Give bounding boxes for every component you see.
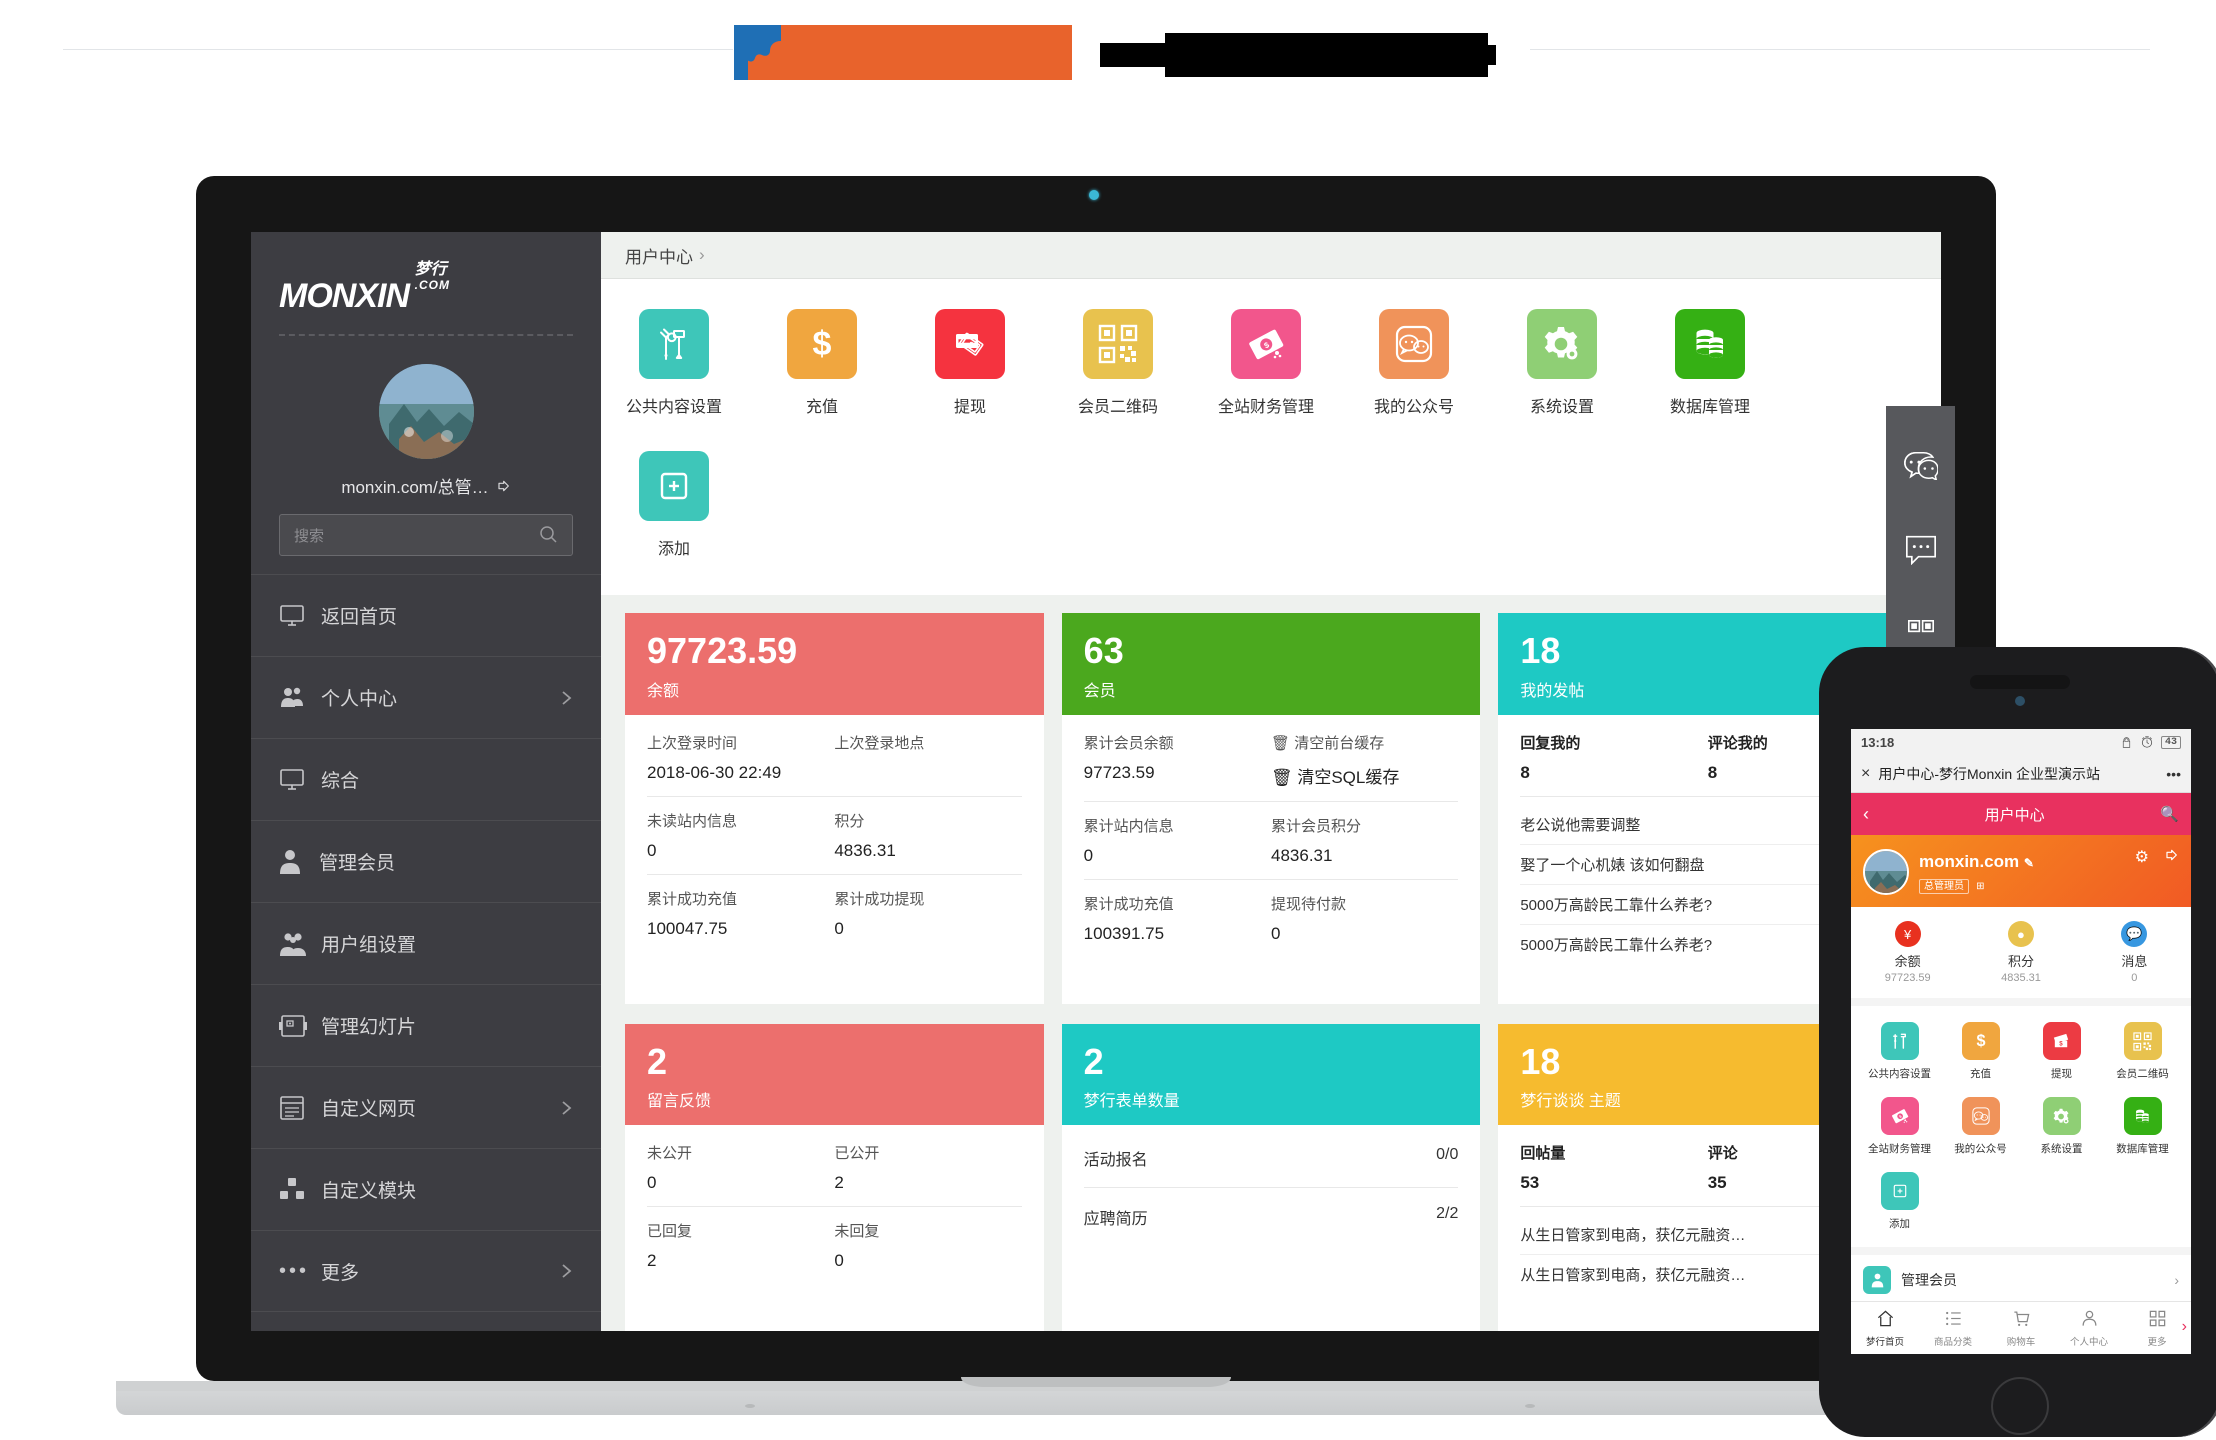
svg-text:$: $	[1976, 1032, 1985, 1050]
svg-text:$: $	[2059, 1040, 2063, 1047]
svg-text:$: $	[813, 325, 832, 363]
